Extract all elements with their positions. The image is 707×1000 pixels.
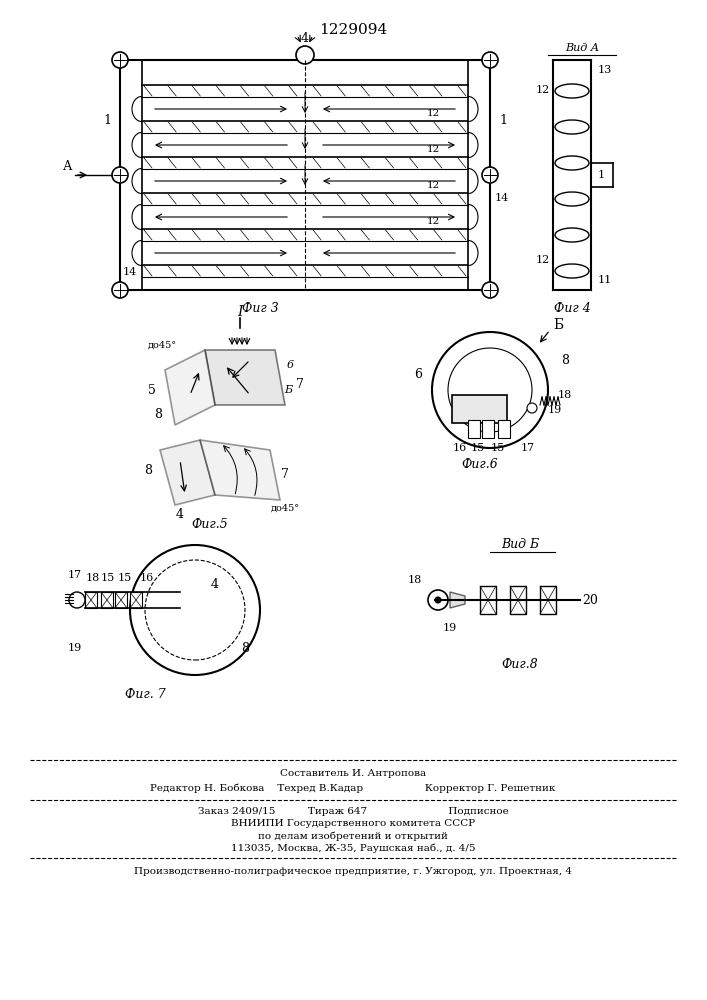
Circle shape — [432, 332, 548, 448]
Circle shape — [296, 46, 314, 64]
Polygon shape — [450, 592, 465, 608]
Text: I: I — [238, 305, 243, 319]
Text: 4: 4 — [211, 578, 219, 591]
Text: 12: 12 — [426, 217, 440, 226]
Circle shape — [527, 403, 537, 413]
Circle shape — [112, 167, 128, 183]
Polygon shape — [160, 440, 215, 505]
Text: 15: 15 — [491, 443, 505, 453]
Text: Редактор Н. Бобкова    Техред В.Кадар                   Корректор Г. Решетник: Редактор Н. Бобкова Техред В.Кадар Корре… — [151, 783, 556, 793]
Text: ВНИИПИ Государственного комитета СССР: ВНИИПИ Государственного комитета СССР — [231, 820, 475, 828]
Text: 1229094: 1229094 — [319, 23, 387, 37]
Text: Фиг.6: Фиг.6 — [462, 458, 498, 472]
Text: 4: 4 — [176, 508, 184, 522]
Text: Б: Б — [284, 385, 292, 395]
Text: 6: 6 — [414, 368, 422, 381]
Bar — [482, 420, 494, 438]
Text: Вид Б: Вид Б — [501, 538, 539, 552]
Text: 18: 18 — [558, 390, 572, 400]
Text: 8: 8 — [144, 464, 152, 477]
Polygon shape — [165, 350, 215, 425]
Text: 19: 19 — [548, 405, 562, 415]
Text: Фиг.8: Фиг.8 — [502, 658, 538, 672]
Text: 5: 5 — [148, 383, 156, 396]
Bar — [498, 420, 510, 438]
Circle shape — [435, 597, 441, 603]
Text: 14: 14 — [123, 267, 137, 277]
Polygon shape — [205, 350, 285, 405]
Text: 17: 17 — [521, 443, 535, 453]
Bar — [85, 592, 97, 608]
Text: 17: 17 — [68, 570, 82, 580]
Text: 15: 15 — [101, 573, 115, 583]
Text: 8: 8 — [154, 408, 162, 422]
Text: Фиг 4: Фиг 4 — [554, 302, 590, 314]
Text: Заказ 2409/15          Тираж 647                         Подписное: Заказ 2409/15 Тираж 647 Подписное — [198, 808, 508, 816]
Text: 11: 11 — [598, 275, 612, 285]
Circle shape — [112, 52, 128, 68]
Text: 12: 12 — [536, 255, 550, 265]
Text: 14: 14 — [495, 193, 509, 203]
Text: Фиг.5: Фиг.5 — [192, 518, 228, 532]
Text: Фиг. 7: Фиг. 7 — [124, 688, 165, 702]
Bar — [468, 420, 480, 438]
Text: 12: 12 — [426, 180, 440, 190]
Text: 1: 1 — [597, 170, 604, 180]
Text: 6: 6 — [286, 360, 293, 370]
Bar — [101, 592, 113, 608]
Text: 20: 20 — [582, 593, 598, 606]
Text: 15: 15 — [471, 443, 485, 453]
Text: 16: 16 — [140, 573, 154, 583]
Text: 18: 18 — [86, 573, 100, 583]
Text: 8: 8 — [241, 642, 249, 654]
Text: 12: 12 — [426, 108, 440, 117]
Text: 1: 1 — [499, 113, 507, 126]
Circle shape — [428, 590, 448, 610]
Bar — [130, 592, 142, 608]
Text: Вид А: Вид А — [565, 43, 599, 53]
Text: 19: 19 — [443, 623, 457, 633]
Text: 1: 1 — [103, 113, 111, 126]
Bar — [120, 60, 490, 290]
Circle shape — [130, 545, 260, 675]
Text: до45°: до45° — [271, 504, 300, 512]
Bar — [510, 586, 526, 614]
Text: Производственно-полиграфическое предприятие, г. Ужгород, ул. Проектная, 4: Производственно-полиграфическое предприя… — [134, 866, 572, 876]
Text: 15: 15 — [118, 573, 132, 583]
Text: 8: 8 — [561, 354, 569, 366]
Text: 12: 12 — [536, 85, 550, 95]
Text: 18: 18 — [408, 575, 422, 585]
Circle shape — [482, 282, 498, 298]
Circle shape — [482, 167, 498, 183]
Text: Составитель И. Антропова: Составитель И. Антропова — [280, 770, 426, 778]
Text: 12: 12 — [426, 144, 440, 153]
Circle shape — [448, 348, 532, 432]
Text: 19: 19 — [68, 643, 82, 653]
Bar — [480, 586, 496, 614]
Text: 4: 4 — [301, 31, 309, 44]
Bar — [452, 395, 507, 423]
Circle shape — [69, 592, 85, 608]
Text: 7: 7 — [296, 378, 304, 391]
Text: 16: 16 — [453, 443, 467, 453]
Text: 7: 7 — [281, 468, 289, 482]
Text: 113035, Москва, Ж-35, Раушская наб., д. 4/5: 113035, Москва, Ж-35, Раушская наб., д. … — [230, 843, 475, 853]
Text: Б: Б — [553, 318, 563, 332]
Bar — [115, 592, 127, 608]
Text: по делам изобретений и открытий: по делам изобретений и открытий — [258, 831, 448, 841]
Bar — [540, 586, 556, 614]
Text: А: А — [63, 160, 73, 174]
Circle shape — [482, 52, 498, 68]
Text: до45°: до45° — [148, 340, 177, 350]
Polygon shape — [200, 440, 280, 500]
Circle shape — [112, 282, 128, 298]
Text: 13: 13 — [598, 65, 612, 75]
Text: Фиг 3: Фиг 3 — [242, 302, 279, 314]
